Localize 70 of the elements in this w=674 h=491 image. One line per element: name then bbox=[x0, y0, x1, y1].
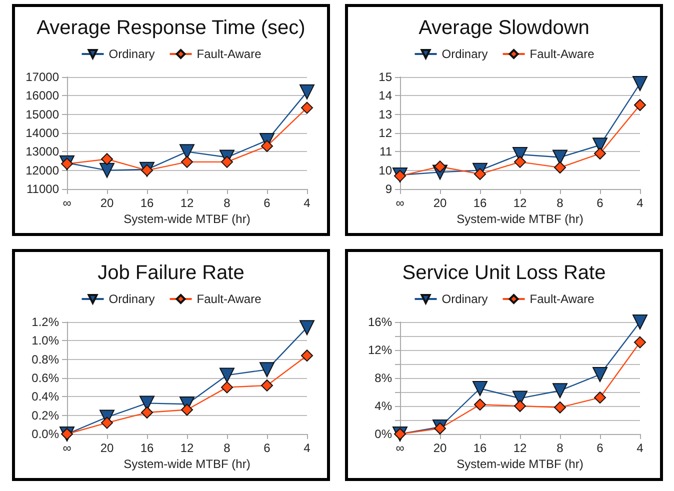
x-tick-label: 4 bbox=[636, 441, 644, 455]
x-tick-label: 8 bbox=[224, 196, 231, 210]
x-tick-label: 4 bbox=[636, 196, 644, 210]
y-tick-label: 0.6% bbox=[32, 371, 60, 385]
x-tick-label: 16 bbox=[140, 196, 154, 210]
y-tick-label: 15000 bbox=[26, 107, 60, 122]
y-tick-label: 1.2% bbox=[32, 315, 60, 329]
x-axis-title: System-wide MTBF (hr) bbox=[124, 212, 250, 226]
y-tick-label: 17000 bbox=[26, 70, 60, 84]
x-tick-label: ∞ bbox=[62, 196, 72, 210]
x-tick-label: 8 bbox=[556, 196, 564, 210]
y-tick-label: 11000 bbox=[26, 182, 60, 196]
legend-label: Fault-Aware bbox=[196, 292, 262, 306]
x-axis-title: System-wide MTBF (hr) bbox=[124, 457, 250, 471]
y-tick-label: 14000 bbox=[26, 126, 60, 140]
x-tick-label: 6 bbox=[264, 441, 271, 455]
y-tick-label: 0% bbox=[374, 427, 392, 441]
legend-label: Fault-Aware bbox=[196, 47, 262, 61]
y-tick-label: 9 bbox=[385, 182, 392, 196]
x-tick-label: 16 bbox=[473, 441, 487, 455]
y-tick-label: 13000 bbox=[26, 144, 60, 159]
legend-label: Ordinary bbox=[442, 47, 488, 61]
x-axis-title: System-wide MTBF (hr) bbox=[456, 212, 584, 226]
legend-label: Fault-Aware bbox=[530, 47, 595, 61]
x-tick-label: 8 bbox=[224, 441, 231, 455]
x-tick-label: 4 bbox=[304, 196, 311, 210]
y-tick-label: 13 bbox=[378, 107, 392, 122]
y-tick-label: 11 bbox=[380, 144, 392, 159]
x-tick-label: 16 bbox=[140, 441, 154, 455]
y-tick-label: 12% bbox=[368, 343, 392, 357]
y-tick-label: 0.8% bbox=[32, 352, 60, 366]
x-tick-label: 8 bbox=[556, 441, 564, 455]
legend-label: Ordinary bbox=[108, 47, 155, 61]
x-tick-label: 12 bbox=[513, 196, 527, 210]
legend-label: Fault-Aware bbox=[530, 292, 595, 306]
legend-label: Ordinary bbox=[108, 292, 155, 306]
chart-title: Service Unit Loss Rate bbox=[402, 262, 606, 284]
y-tick-label: 14 bbox=[378, 88, 392, 103]
x-tick-label: 4 bbox=[304, 441, 311, 455]
x-axis-title: System-wide MTBF (hr) bbox=[456, 457, 584, 471]
x-tick-label: 20 bbox=[100, 441, 114, 455]
y-tick-label: 4% bbox=[374, 399, 392, 413]
chart-title: Average Slowdown bbox=[418, 17, 590, 39]
chart-title: Job Failure Rate bbox=[98, 262, 244, 284]
chart-title: Average Response Time (sec) bbox=[36, 17, 306, 39]
y-tick-label: 10 bbox=[378, 163, 392, 178]
x-tick-label: 6 bbox=[264, 196, 271, 210]
y-tick-label: 12 bbox=[378, 126, 392, 140]
x-tick-label: ∞ bbox=[62, 441, 72, 455]
x-tick-label: ∞ bbox=[396, 196, 405, 210]
y-tick-label: 0.0% bbox=[32, 427, 60, 441]
y-tick-label: 0.4% bbox=[32, 390, 60, 404]
x-tick-label: 12 bbox=[180, 196, 194, 210]
x-tick-label: 20 bbox=[100, 196, 114, 210]
y-tick-label: 16000 bbox=[26, 88, 60, 103]
x-tick-label: ∞ bbox=[396, 441, 405, 455]
x-tick-label: 12 bbox=[513, 441, 527, 455]
x-tick-label: 6 bbox=[596, 441, 604, 455]
y-tick-label: 16% bbox=[368, 315, 392, 329]
x-tick-label: 6 bbox=[596, 196, 604, 210]
y-tick-label: 8% bbox=[374, 371, 392, 385]
y-tick-label: 0.2% bbox=[32, 408, 60, 422]
y-tick-label: 1.0% bbox=[32, 334, 60, 348]
x-tick-label: 20 bbox=[433, 196, 447, 210]
x-tick-label: 20 bbox=[433, 441, 447, 455]
y-tick-label: 15 bbox=[378, 70, 392, 84]
x-tick-label: 12 bbox=[180, 441, 194, 455]
y-tick-label: 12000 bbox=[26, 163, 60, 178]
x-tick-label: 16 bbox=[473, 196, 487, 210]
legend-label: Ordinary bbox=[442, 292, 488, 306]
